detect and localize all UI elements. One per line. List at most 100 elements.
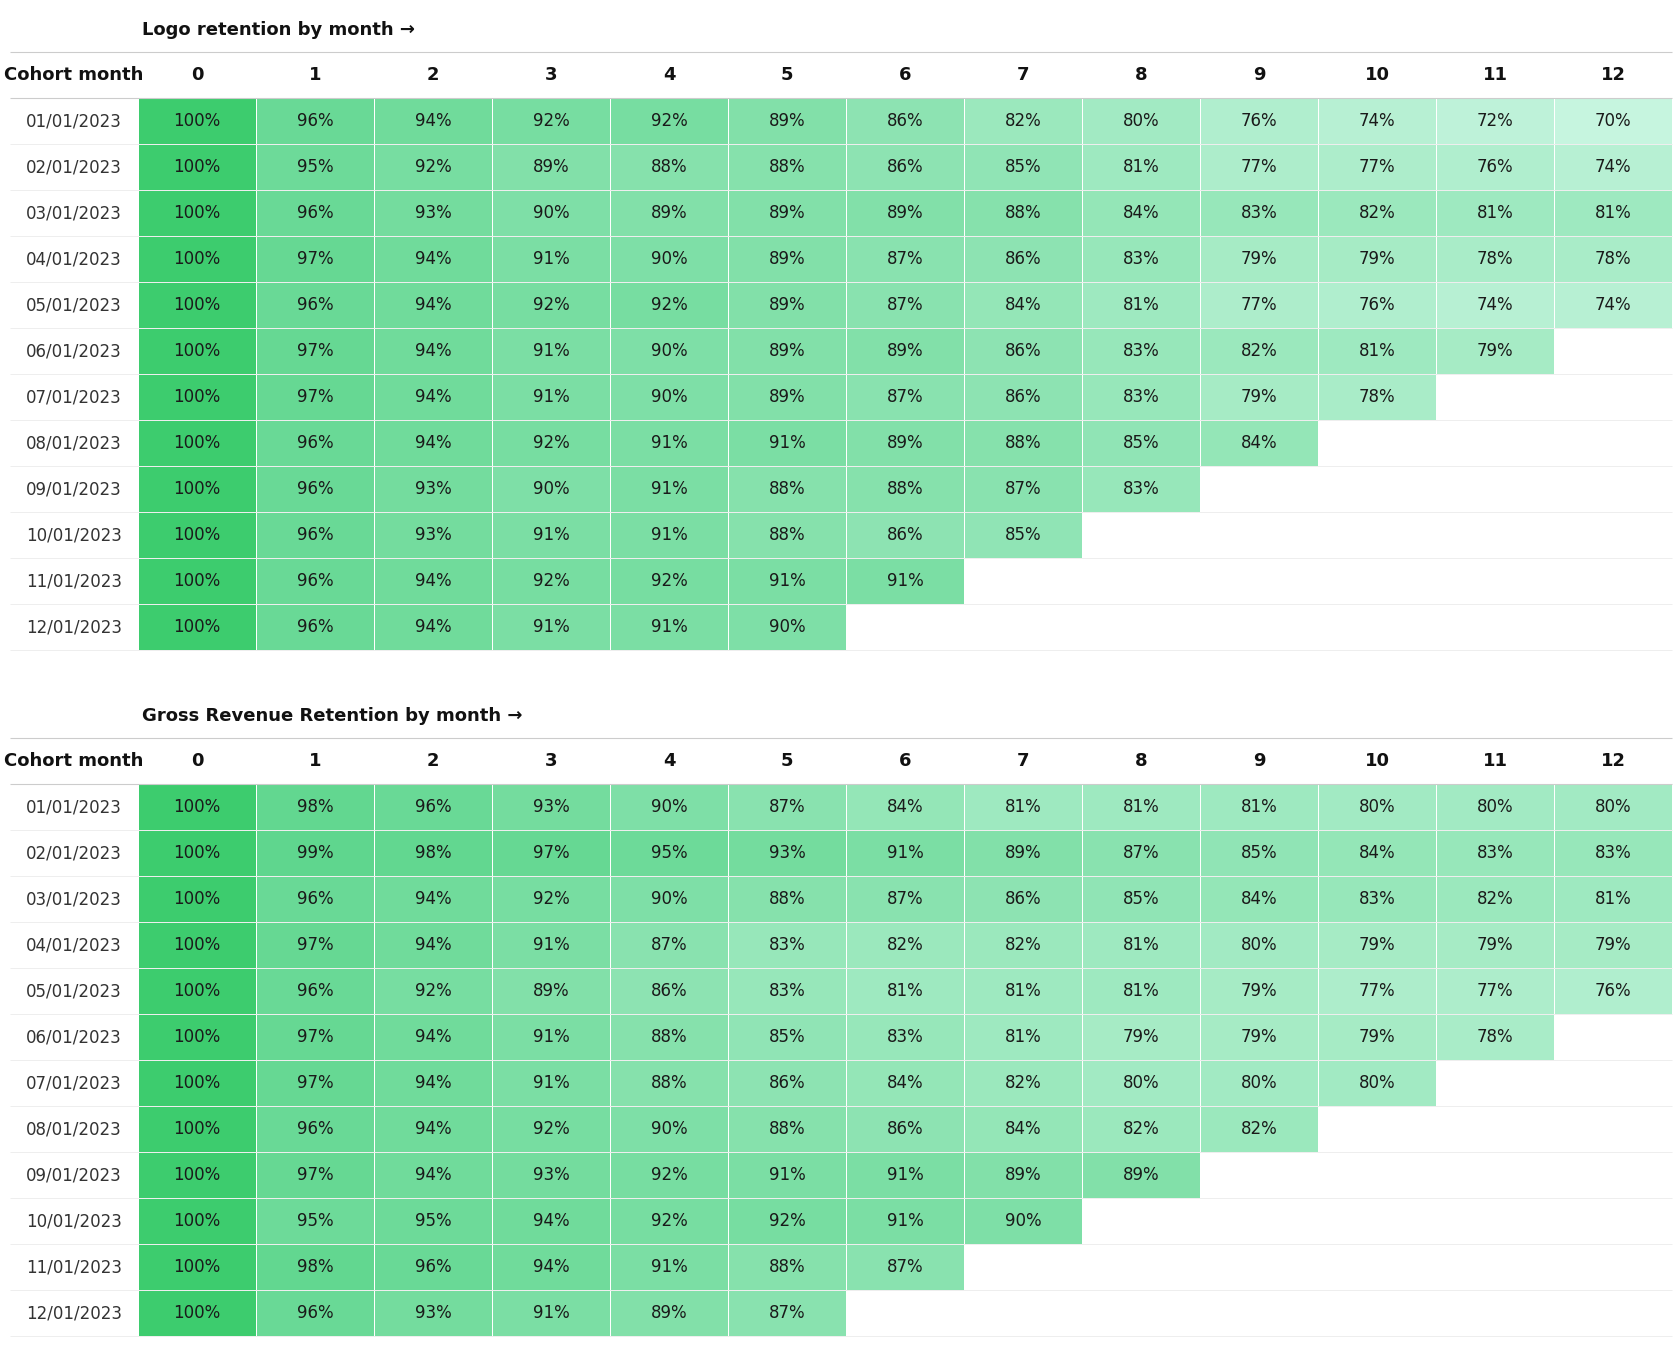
Text: 84%: 84% [1242,890,1277,908]
Text: 93%: 93% [533,1166,570,1184]
Text: 10: 10 [1364,66,1389,84]
Bar [1082,922,1200,967]
Text: 91%: 91% [533,1074,570,1092]
Bar [1082,1107,1200,1152]
Text: 1: 1 [309,66,321,84]
Text: 89%: 89% [887,342,924,360]
Bar [1082,190,1200,236]
Bar [257,374,373,419]
Text: 100%: 100% [173,204,220,222]
Text: 100%: 100% [173,1304,220,1322]
Bar [964,144,1082,189]
Text: 98%: 98% [297,1258,333,1275]
Text: 83%: 83% [1477,844,1514,862]
Bar [964,1107,1082,1152]
Text: 81%: 81% [1122,296,1159,314]
Bar [375,1015,492,1059]
Bar [1082,969,1200,1014]
Bar [492,877,610,922]
Bar [610,467,727,511]
Text: 5: 5 [781,752,793,770]
Text: 74%: 74% [1594,158,1631,175]
Text: 84%: 84% [1122,204,1159,222]
Text: 87%: 87% [769,1304,805,1322]
Text: 88%: 88% [769,1121,805,1138]
Text: 83%: 83% [1594,844,1631,862]
Text: 8: 8 [1134,66,1147,84]
Bar [257,329,373,374]
Bar [257,1060,373,1106]
Bar [1554,785,1672,829]
Bar [1554,922,1672,967]
Text: 12: 12 [1601,66,1626,84]
Text: 100%: 100% [173,890,220,908]
Bar [257,512,373,558]
Bar [375,877,492,922]
Text: 100%: 100% [173,797,220,817]
Text: 85%: 85% [1122,434,1159,452]
Bar [1319,1060,1435,1106]
Bar [847,99,964,144]
Text: 88%: 88% [650,1074,687,1092]
Bar [729,421,845,466]
Bar [729,969,845,1014]
Text: 97%: 97% [297,342,333,360]
Bar [257,1152,373,1197]
Text: 04/01/2023: 04/01/2023 [27,936,123,954]
Bar [375,604,492,649]
Bar [1319,785,1435,829]
Bar [257,1199,373,1244]
Text: 88%: 88% [650,1028,687,1047]
Text: 86%: 86% [887,112,924,130]
Text: 83%: 83% [1122,249,1159,269]
Text: 91%: 91% [650,1258,687,1275]
Text: 97%: 97% [297,936,333,954]
Text: 93%: 93% [415,479,452,499]
Text: 94%: 94% [415,112,452,130]
Text: 02/01/2023: 02/01/2023 [27,158,123,175]
Text: 11: 11 [1482,752,1507,770]
Text: 91%: 91% [533,618,570,636]
Text: 91%: 91% [769,1166,805,1184]
Bar [138,1291,255,1336]
Text: 91%: 91% [887,844,924,862]
Text: 94%: 94% [533,1212,570,1230]
Text: 82%: 82% [1477,890,1514,908]
Bar [729,237,845,281]
Text: 06/01/2023: 06/01/2023 [27,342,123,360]
Text: 89%: 89% [1122,1166,1159,1184]
Bar [1319,144,1435,189]
Bar [1436,785,1554,829]
Text: 83%: 83% [887,1028,924,1047]
Bar [138,969,255,1014]
Bar [257,559,373,604]
Bar [1319,329,1435,374]
Text: 96%: 96% [297,204,333,222]
Text: 11/01/2023: 11/01/2023 [25,573,123,590]
Bar [610,1199,727,1244]
Text: 82%: 82% [1240,1121,1277,1138]
Bar [257,1244,373,1289]
Bar [729,190,845,236]
Text: 90%: 90% [650,249,687,269]
Text: 82%: 82% [1240,342,1277,360]
Text: 86%: 86% [650,982,687,1000]
Text: 10/01/2023: 10/01/2023 [27,526,123,544]
Bar [847,1152,964,1197]
Text: 89%: 89% [887,204,924,222]
Bar [257,144,373,189]
Text: 92%: 92% [533,1121,570,1138]
Text: 79%: 79% [1359,249,1396,269]
Text: 90%: 90% [533,204,570,222]
Bar [492,467,610,511]
Text: 05/01/2023: 05/01/2023 [27,296,123,314]
Bar [729,1015,845,1059]
Text: Logo retention by month →: Logo retention by month → [143,21,415,38]
Text: 0: 0 [192,66,203,84]
Text: 92%: 92% [650,573,687,590]
Text: 94%: 94% [415,573,452,590]
Text: 89%: 89% [769,388,805,406]
Bar [1201,1015,1317,1059]
Bar [1319,922,1435,967]
Text: 78%: 78% [1477,1028,1514,1047]
